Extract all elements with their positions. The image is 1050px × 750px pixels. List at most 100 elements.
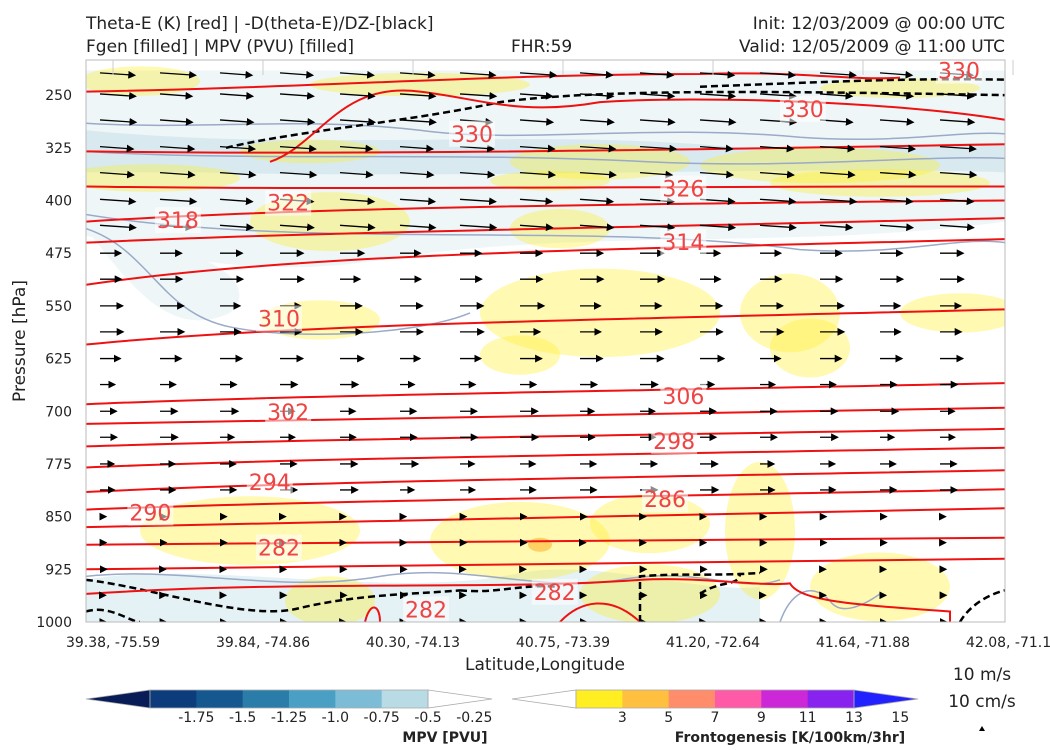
theta-e-label-bg — [779, 96, 826, 123]
colorbar-tick-label: -1.0 — [322, 710, 349, 726]
y-tick-label: 325 — [45, 141, 72, 157]
colorbar-swatch — [196, 690, 244, 708]
wind-vector — [99, 170, 135, 179]
wind-vector — [519, 223, 554, 232]
wind-vector — [939, 117, 976, 126]
colorbar-swatch — [150, 690, 197, 708]
wind-vector — [819, 70, 857, 79]
y-tick-label: 400 — [45, 194, 72, 210]
wind-vector — [939, 223, 975, 232]
colorbar-tick-label: 5 — [664, 710, 673, 726]
wind-vector — [699, 144, 734, 153]
x-tick-label: 41.64, -71.88 — [816, 635, 910, 651]
frontogenesis-fill-region — [725, 461, 795, 600]
theta-e-line — [86, 217, 1005, 244]
colorbar-swatch — [381, 690, 429, 708]
wind-vector — [759, 70, 797, 79]
colorbar-tick-label: 11 — [799, 710, 817, 726]
wind-vector — [879, 117, 915, 126]
theta-e-label: 282 — [405, 598, 447, 623]
wind-vector — [879, 91, 915, 100]
theta-e-label: 282 — [534, 581, 576, 606]
chart-title-line1: Theta-E (K) [red] | -D(theta-E)/DZ-[blac… — [86, 14, 434, 34]
frontogenesis-fill-region — [86, 164, 240, 192]
theta-e-label-bg — [660, 175, 707, 202]
wind-vector — [219, 91, 255, 100]
wind-vector — [519, 117, 555, 126]
theta-e-line — [86, 308, 1005, 346]
wind-vector — [939, 170, 978, 179]
wind-vector — [639, 170, 674, 179]
colorbar-frontogenesis: 3 5 7 9 11 13 15 — [511, 689, 919, 726]
colorbar-swatch — [668, 690, 716, 708]
colorbar-extend-low — [511, 689, 577, 709]
wind-vector — [879, 223, 915, 232]
chart-title-line2: Fgen [filled] | MPV (PVU) [filled] — [86, 37, 355, 57]
frontogenesis-fill-region — [285, 576, 375, 622]
theta-e-line — [86, 446, 1005, 469]
wind-vector — [699, 223, 737, 232]
wind-vector — [99, 70, 137, 79]
theta-e-label: 330 — [782, 98, 824, 123]
colorbar-mpv-label: MPV [PVU] — [402, 730, 487, 746]
theta-e-label-bg — [936, 60, 983, 84]
wind-vector — [399, 144, 435, 153]
x-tick-label: 40.30, -74.13 — [366, 635, 460, 651]
frontogenesis-fill-region — [700, 147, 940, 184]
wind-vector — [159, 197, 198, 206]
wind-vector — [639, 91, 676, 100]
colorbar-tick-label: -0.75 — [364, 710, 400, 726]
colorbar-frame — [575, 689, 855, 709]
theta-e-label: 282 — [258, 537, 300, 562]
wind-vector — [339, 117, 377, 126]
wind-vector — [699, 117, 737, 126]
wind-vector — [819, 170, 856, 179]
colorbar-swatch — [622, 690, 670, 708]
x-tick-label: 40.75, -73.39 — [516, 635, 610, 651]
stability-contour-line — [638, 571, 761, 622]
wind-vector — [459, 70, 497, 79]
wind-vector — [759, 170, 795, 179]
theta-e-label: 326 — [662, 178, 704, 203]
theta-e-label: 314 — [662, 231, 704, 256]
colorbar-tick-label: -0.25 — [456, 710, 492, 726]
x-tick-label: 39.38, -75.59 — [66, 635, 160, 651]
theta-e-label-bg — [255, 305, 302, 332]
x-tick-label: 42.08, -71.11 — [966, 635, 1050, 651]
wind-vector — [99, 144, 135, 153]
colorbar-swatch — [761, 690, 809, 708]
wind-vector — [99, 223, 137, 232]
y-tick-label: 850 — [45, 510, 72, 526]
frontogenesis-fill-region — [810, 552, 950, 622]
wind-vector — [879, 144, 917, 153]
wind-vector — [579, 197, 615, 206]
wind-vector — [399, 91, 437, 100]
theta-e-label: 330 — [938, 60, 980, 85]
frontogenesis-fill-region — [580, 564, 720, 622]
colorbar-swatch — [576, 690, 623, 708]
wind-vector — [279, 144, 317, 153]
theta-e-label: 294 — [249, 471, 291, 496]
wind-vector — [519, 170, 557, 179]
colorbar-tick-label: 13 — [845, 710, 863, 726]
wind-vector — [519, 70, 558, 79]
y-axis-label: Pressure [hPa] — [10, 280, 30, 402]
wind-vector — [579, 223, 615, 232]
wind-vector — [939, 144, 977, 153]
theta-e-label: 330 — [451, 123, 493, 148]
y-tick-label: 700 — [45, 404, 72, 420]
y-tick-label: 925 — [45, 562, 72, 578]
wind-vector — [819, 197, 858, 206]
colorbar-frontogenesis-label: Frontogenesis [K/100km/3hr] — [675, 730, 905, 746]
wind-vector — [879, 70, 914, 79]
wind-vector — [879, 170, 917, 179]
theta-e-line — [364, 606, 381, 622]
wind-vector — [519, 144, 556, 153]
y-tick-label: 625 — [45, 352, 72, 368]
theta-e-line — [86, 536, 1005, 546]
wind-vector — [159, 170, 196, 179]
wind-vector — [219, 70, 254, 79]
mpv-contour-line — [86, 227, 471, 335]
theta-e-line — [86, 578, 951, 622]
